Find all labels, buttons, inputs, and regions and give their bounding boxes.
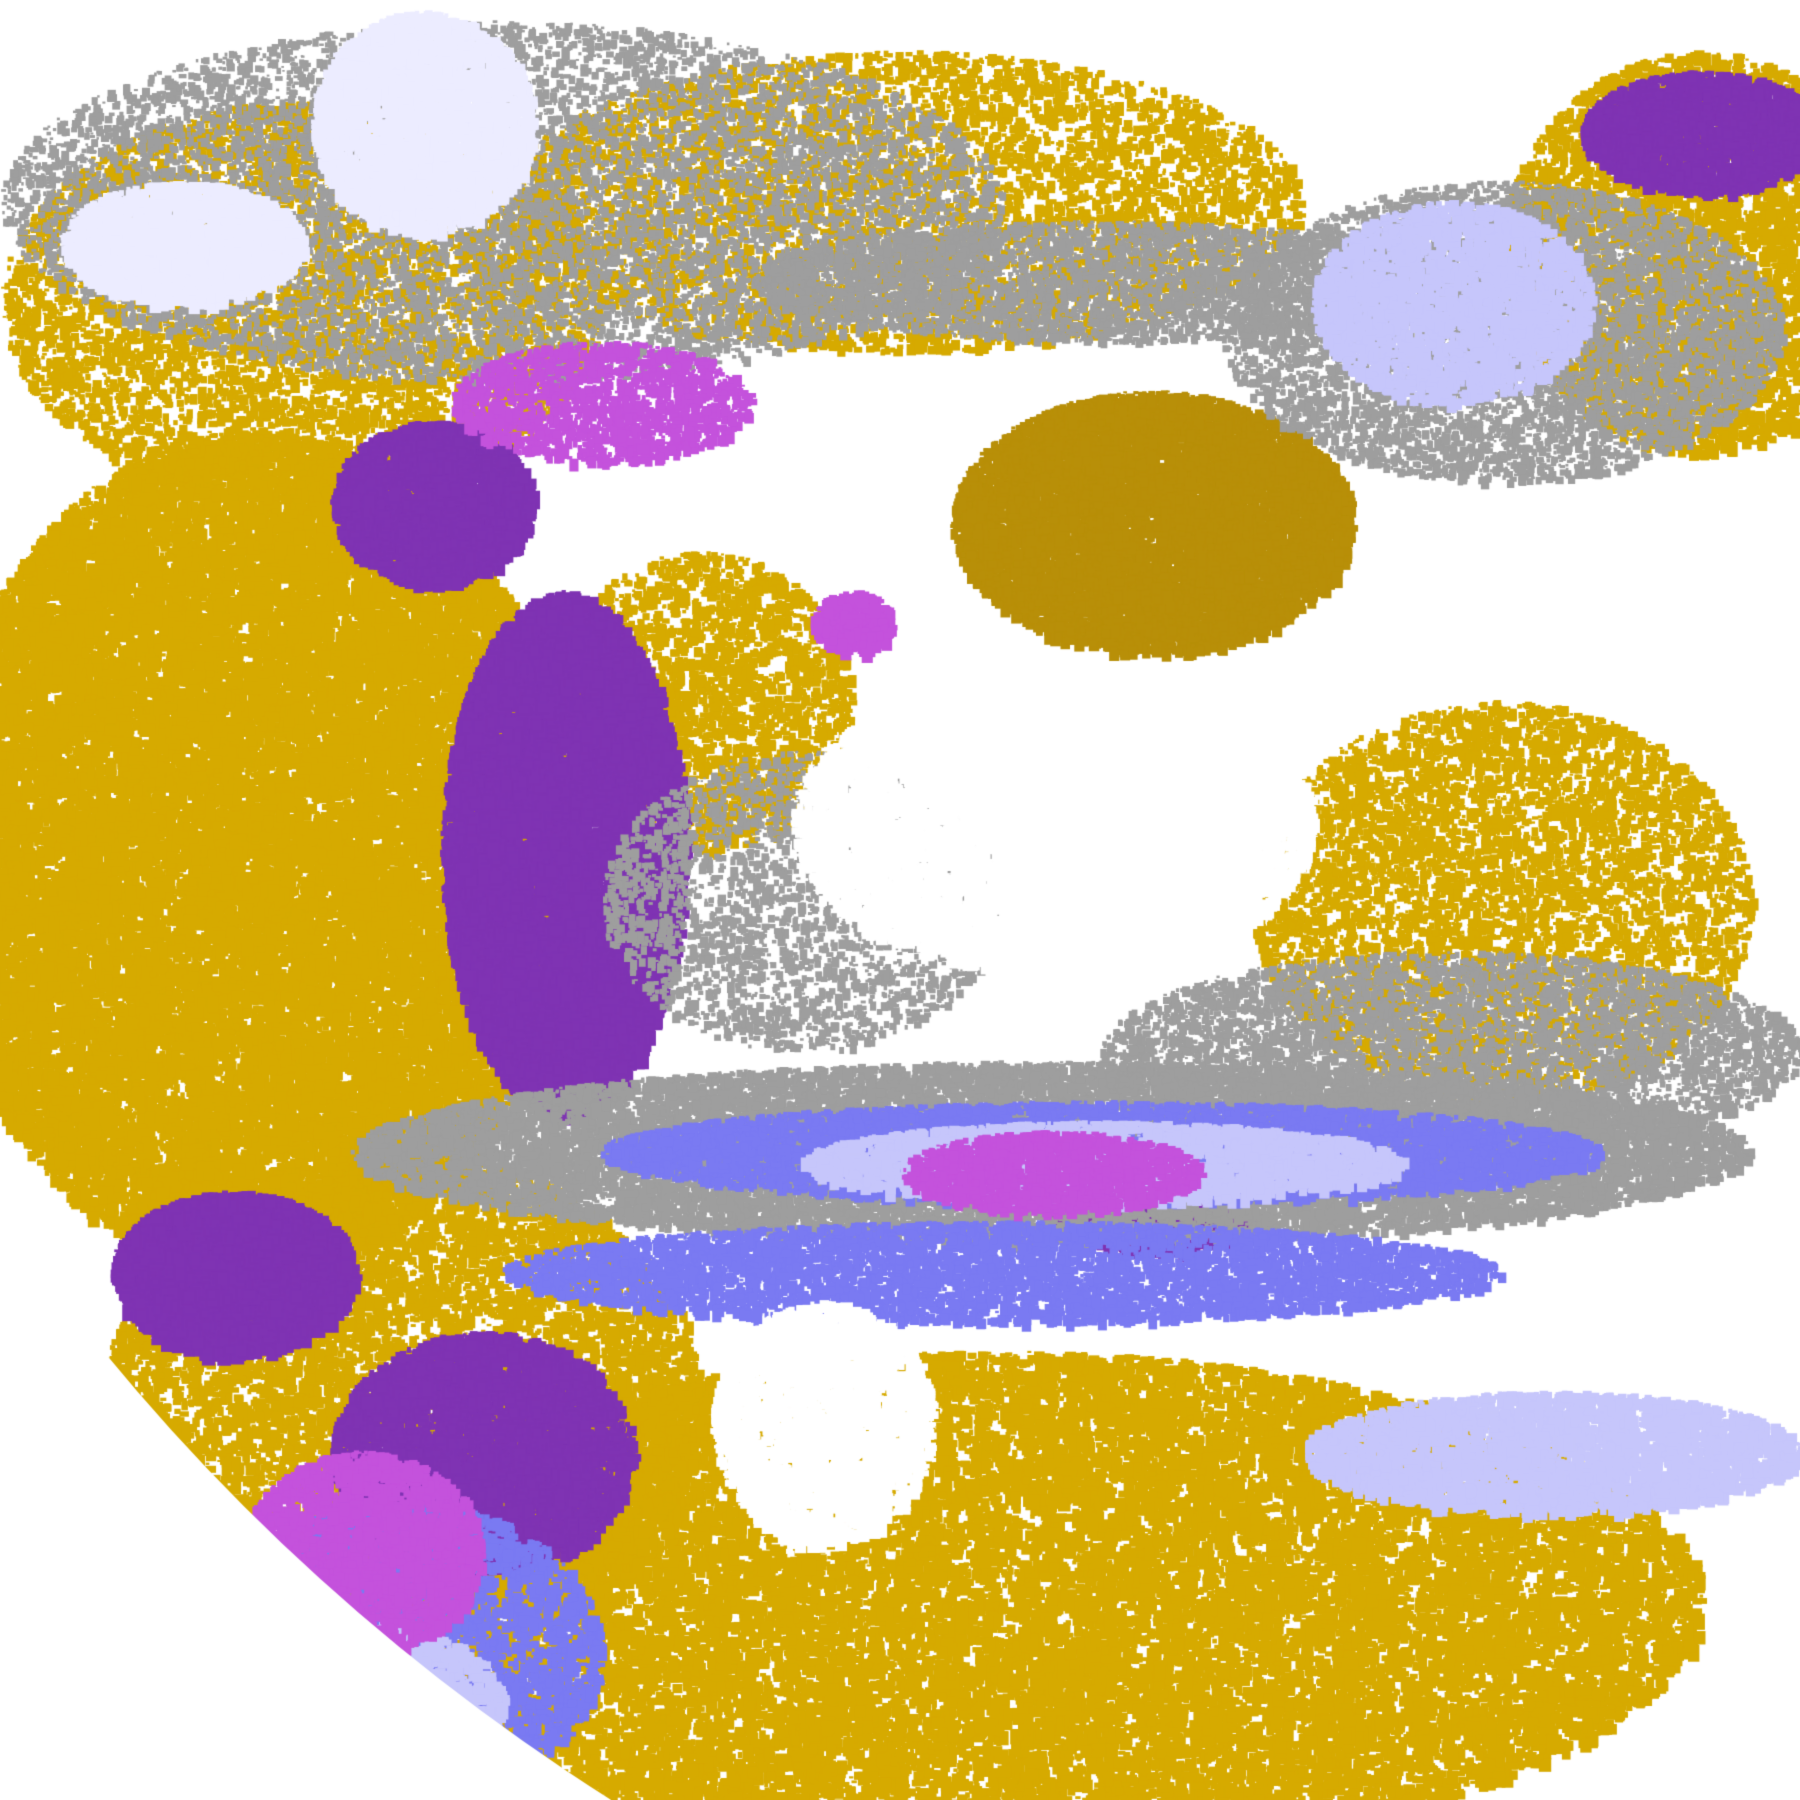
classification-map-canvas xyxy=(0,0,1800,1800)
satellite-map xyxy=(0,0,1800,1800)
